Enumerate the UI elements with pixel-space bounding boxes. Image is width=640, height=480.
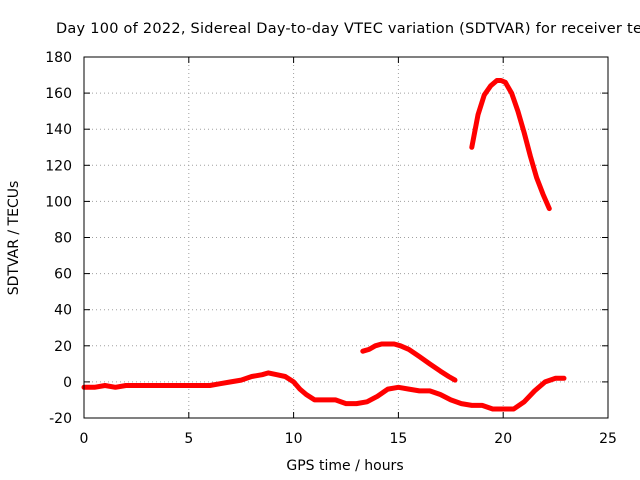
chart-title: Day 100 of 2022, Sidereal Day-to-day VTE… <box>56 21 640 37</box>
y-tick-label: 180 <box>45 50 72 66</box>
x-tick-label: 20 <box>494 431 512 447</box>
y-tick-label: 160 <box>45 86 72 102</box>
grid-lines <box>84 57 608 418</box>
y-tick-label: -20 <box>49 411 72 427</box>
x-tick-label: 5 <box>184 431 193 447</box>
y-tick-label: 60 <box>54 267 72 283</box>
x-tick-label: 15 <box>389 431 407 447</box>
x-tick-label: 25 <box>599 431 617 447</box>
y-tick-label: 80 <box>54 231 72 247</box>
series-line-2 <box>360 341 458 383</box>
y-axis-label: SDTVAR / TECUs <box>6 181 22 296</box>
y-tick-label: 100 <box>45 194 72 210</box>
y-tick-label: 120 <box>45 158 72 174</box>
data-series <box>81 78 567 412</box>
x-tick-label: 10 <box>285 431 303 447</box>
x-axis-label: GPS time / hours <box>286 458 403 474</box>
y-tick-label: 40 <box>54 303 72 319</box>
series-line-1 <box>81 370 567 412</box>
plot-frame <box>83 56 609 419</box>
y-tick-label: 0 <box>63 375 72 391</box>
y-tick-label: 20 <box>54 339 72 355</box>
series-line-3 <box>469 78 552 212</box>
y-tick-label: 140 <box>45 122 72 138</box>
x-tick-label: 0 <box>80 431 89 447</box>
